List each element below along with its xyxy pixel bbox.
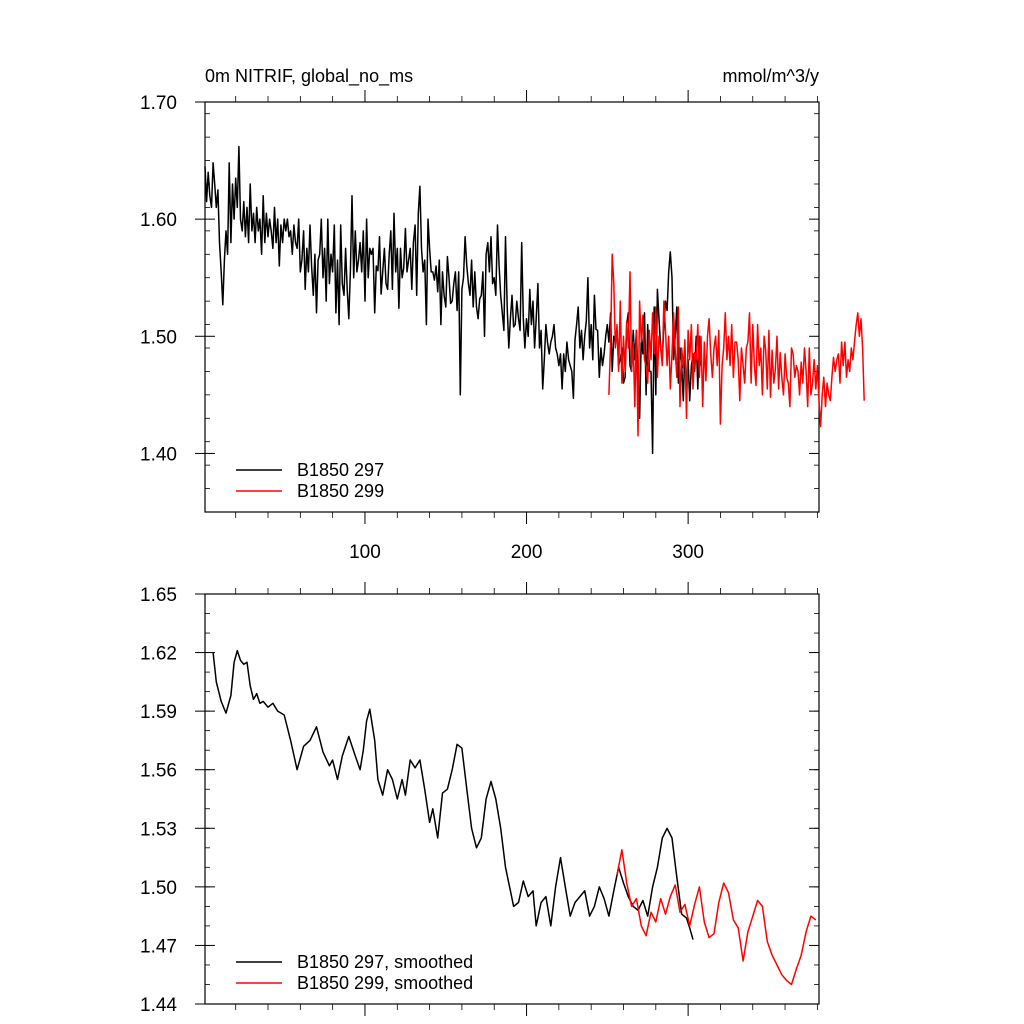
y-tick-label: 1.56 <box>140 761 177 782</box>
y-tick-label: 1.62 <box>140 644 177 665</box>
legend-label-b1850-299-smoothed: B1850 299, smoothed <box>297 973 473 993</box>
y-tick-label: 1.40 <box>140 444 177 465</box>
bottom-legend: B1850 297, smoothed B1850 299, smoothed <box>236 952 473 993</box>
top-chart-panel: 0m NITRIF, global_no_ms mmol/m^3/y 1.401… <box>140 66 865 563</box>
series-line-b1850-297 <box>204 145 702 455</box>
series-line-b1850-297-smoothed <box>212 649 694 940</box>
legend-label-b1850-297: B1850 297 <box>297 460 384 480</box>
series-line-b1850-299-smoothed <box>616 849 817 986</box>
y-tick-label: 1.70 <box>140 93 177 114</box>
legend-label-b1850-297-smoothed: B1850 297, smoothed <box>297 952 473 972</box>
series-line-b1850-299 <box>608 253 865 437</box>
bottom-plot-frame <box>204 593 820 1005</box>
x-tick-label: 100 <box>349 542 381 563</box>
y-tick-label: 1.50 <box>140 878 177 899</box>
y-tick-label: 1.59 <box>140 702 177 723</box>
top-chart-units: mmol/m^3/y <box>723 66 819 86</box>
top-series-lines <box>204 145 865 455</box>
bottom-chart-panel: 1.44 1.47 1.50 1.53 1.56 1.59 1.62 1.65 B1850 2… <box>140 582 820 1016</box>
bottom-series-lines <box>212 649 817 986</box>
bottom-y-axis: 1.44 1.47 1.50 1.53 1.56 1.59 1.62 1.65 <box>140 585 819 1016</box>
y-tick-label: 1.50 <box>140 327 177 348</box>
y-tick-label: 1.60 <box>140 210 177 231</box>
y-tick-label: 1.47 <box>140 936 177 957</box>
top-legend: B1850 297 B1850 299 <box>236 460 384 501</box>
x-tick-label: 300 <box>672 542 704 563</box>
bottom-x-axis <box>235 582 818 1016</box>
y-tick-label: 1.65 <box>140 585 177 606</box>
top-x-axis: 100 200 300 <box>235 90 818 563</box>
top-plot-frame <box>204 101 820 513</box>
legend-label-b1850-299: B1850 299 <box>297 481 384 501</box>
x-tick-label: 200 <box>511 542 543 563</box>
top-y-axis: 1.40 1.50 1.60 1.70 <box>140 93 819 513</box>
y-tick-label: 1.44 <box>140 995 177 1016</box>
y-tick-label: 1.53 <box>140 819 177 840</box>
top-chart-title: 0m NITRIF, global_no_ms <box>205 66 413 87</box>
